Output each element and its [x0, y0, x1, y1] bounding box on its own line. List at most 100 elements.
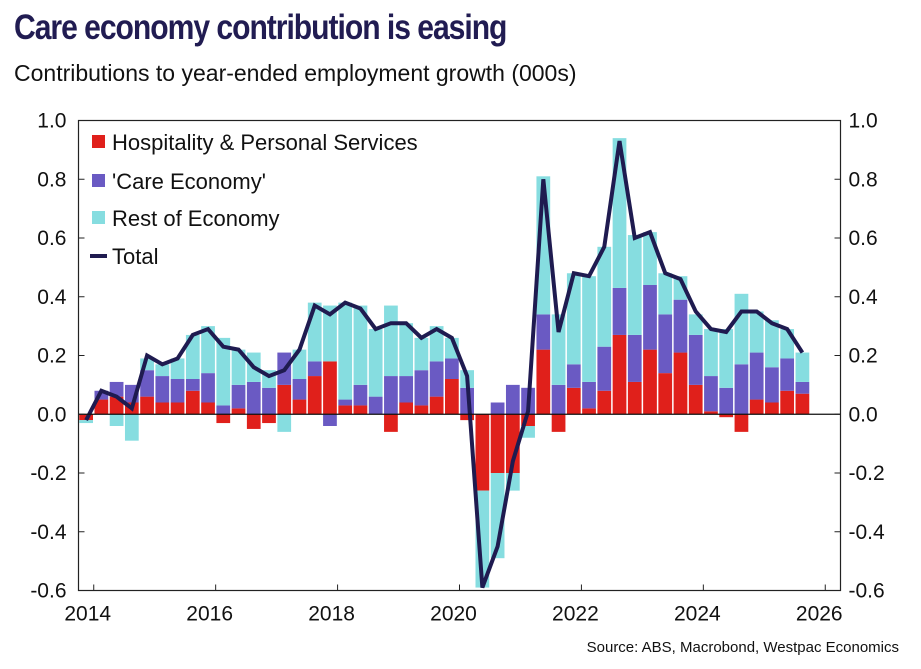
bar-rest-of-economy [155, 364, 170, 377]
bar-care-economy [338, 399, 353, 406]
bar-rest-of-economy [704, 329, 718, 377]
bar-rest-of-economy [429, 326, 444, 362]
bar-rest-of-economy [277, 414, 292, 432]
legend-label-total: Total [112, 244, 158, 269]
bar-hospitality [551, 414, 566, 432]
bar-hospitality [414, 405, 429, 415]
bar-care-economy [627, 334, 642, 382]
bar-care-economy [429, 361, 444, 397]
bar-hospitality [262, 414, 276, 424]
bar-care-economy [185, 379, 200, 391]
bar-rest-of-economy [109, 414, 124, 426]
bar-hospitality [566, 387, 581, 415]
bar-care-economy [323, 414, 337, 426]
bar-rest-of-economy [368, 329, 383, 397]
bar-hospitality [505, 414, 520, 473]
bar-rest-of-economy [521, 426, 535, 438]
bar-care-economy [445, 358, 459, 379]
total-line-layer [84, 140, 805, 589]
bar-rest-of-economy [124, 414, 139, 441]
y-tick-label-right: 0.8 [849, 168, 878, 191]
bar-hospitality [627, 381, 642, 415]
x-tick-label: 2018 [308, 603, 355, 626]
bar-hospitality [749, 399, 764, 415]
bar-rest-of-economy [399, 323, 414, 377]
x-tick-label: 2026 [796, 603, 843, 626]
bar-care-economy [94, 390, 109, 400]
y-tick-label-right: -0.4 [849, 521, 886, 544]
bar-rest-of-economy [201, 326, 215, 374]
bar-care-economy [155, 376, 170, 403]
y-tick-label-left: 0.2 [37, 345, 66, 368]
bar-hospitality [292, 399, 307, 415]
bar-hospitality [719, 414, 734, 418]
bar-hospitality [353, 405, 368, 415]
bar-rest-of-economy [582, 276, 596, 382]
bar-hospitality [323, 361, 337, 415]
bars-layer [79, 138, 810, 588]
bar-care-economy [140, 370, 154, 397]
bar-rest-of-economy [551, 314, 566, 385]
bar-hospitality [597, 390, 612, 415]
bar-rest-of-economy [170, 358, 185, 379]
y-tick-label-right: 1.0 [849, 110, 878, 133]
bar-hospitality [140, 396, 154, 415]
bar-hospitality [155, 402, 170, 415]
bar-hospitality [765, 402, 779, 415]
bar-hospitality [780, 390, 795, 415]
x-tick-label: 2022 [552, 603, 599, 626]
bar-care-economy [353, 384, 368, 406]
bar-care-economy [643, 285, 657, 350]
bar-rest-of-economy [765, 320, 779, 368]
bar-care-economy [688, 334, 703, 385]
bar-care-economy [490, 402, 505, 415]
bar-hospitality [399, 402, 414, 415]
bar-care-economy [658, 314, 673, 374]
bar-hospitality [643, 349, 657, 415]
bar-hospitality [170, 402, 185, 415]
y-tick-label-left: -0.2 [30, 462, 66, 485]
bar-care-economy [719, 387, 734, 415]
bar-care-economy [597, 346, 612, 391]
bar-rest-of-economy [79, 420, 93, 424]
bar-rest-of-economy [734, 293, 749, 365]
legend-label-rest: Rest of Economy [112, 206, 280, 231]
bar-care-economy [216, 405, 231, 415]
y-tick-label-right: 0.2 [849, 345, 878, 368]
bar-hospitality [582, 408, 596, 415]
bar-hospitality [704, 411, 718, 415]
bar-hospitality [536, 349, 551, 415]
bar-rest-of-economy [627, 235, 642, 335]
bar-hospitality [338, 405, 353, 415]
bar-hospitality [612, 334, 627, 415]
bar-hospitality [460, 414, 474, 421]
bar-care-economy [246, 381, 261, 415]
bar-care-economy [414, 370, 429, 406]
bar-care-economy [231, 384, 246, 409]
bar-hospitality [445, 379, 459, 415]
bar-care-economy [262, 387, 276, 415]
bar-care-economy [307, 361, 322, 377]
legend-label-care: 'Care Economy' [112, 169, 266, 194]
bar-hospitality [688, 384, 703, 415]
source-note: Source: ABS, Macrobond, Westpac Economic… [586, 639, 899, 656]
bar-rest-of-economy [353, 305, 368, 385]
y-tick-label-left: 0.8 [37, 168, 66, 191]
bar-rest-of-economy [795, 352, 810, 382]
bar-rest-of-economy [688, 314, 703, 335]
bar-rest-of-economy [216, 337, 231, 406]
bar-rest-of-economy [323, 305, 337, 362]
y-tick-label-left: 0.6 [37, 227, 66, 250]
bar-care-economy [368, 396, 383, 415]
y-tick-label-left: -0.4 [30, 521, 67, 544]
axes-layer: 1.0 1.0 0.8 0.8 0.6 0.6 0.4 0.4 0.2 0.2 0.0 0.0 -0.2… [30, 110, 885, 626]
bar-rest-of-economy [338, 302, 353, 400]
bar-care-economy [673, 299, 688, 353]
bar-hospitality [521, 414, 535, 426]
bar-care-economy [536, 314, 551, 350]
bar-hospitality [734, 414, 749, 432]
bar-hospitality [307, 376, 322, 415]
x-tick-label: 2016 [186, 603, 233, 626]
legend-label-hospitality: Hospitality & Personal Services [112, 130, 418, 155]
